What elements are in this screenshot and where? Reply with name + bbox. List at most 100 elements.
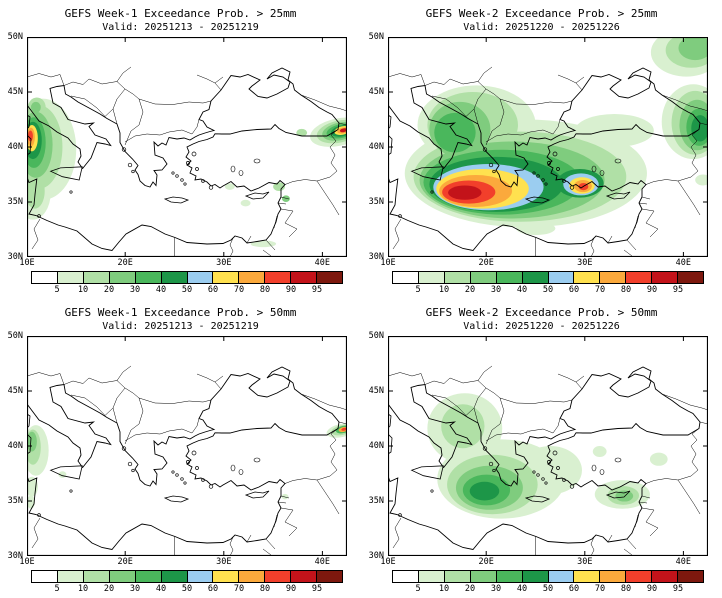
colorbar-tick-label: 60 xyxy=(568,584,580,594)
colorbar-tick-label: 20 xyxy=(464,584,476,594)
probability-blob xyxy=(27,173,45,209)
lat-axis: 50N 45N 40N 35N 30N xyxy=(361,332,386,561)
lon-axis: 10E 20E 30E 40E xyxy=(380,556,708,568)
lat-tick-label: 50N xyxy=(7,331,23,341)
colorbar-cell xyxy=(393,571,419,582)
lat-axis: 50N 45N 40N 35N 30N xyxy=(0,332,25,561)
lon-tick-label: 10E xyxy=(380,557,396,567)
colorbar-cells xyxy=(31,271,343,284)
probability-map xyxy=(388,336,708,556)
lon-tick-label: 10E xyxy=(19,557,35,567)
colorbar-cell xyxy=(32,571,58,582)
colorbar-cell xyxy=(291,571,318,582)
probability-blob xyxy=(282,195,290,202)
colorbar-tick-label: 50 xyxy=(542,285,554,295)
map-area: 50N 45N 40N 35N 30N 10E 20E 30E 40E xyxy=(369,33,708,268)
panel-title: GEFS Week-2 Exceedance Prob. > 25mm xyxy=(425,7,658,20)
probability-blob xyxy=(224,183,235,190)
lat-tick-label: 30N xyxy=(7,551,23,561)
lon-tick-label: 30E xyxy=(216,557,232,567)
map-area: 50N 45N 40N 35N 30N 10E 20E 30E 40E xyxy=(8,332,347,567)
colorbar-tick-label: 30 xyxy=(129,584,141,594)
probability-blob xyxy=(339,128,347,133)
colorbar-cell xyxy=(187,571,214,582)
colorbar-tick-label: 40 xyxy=(516,285,528,295)
colorbar-tick-label: 80 xyxy=(620,285,632,295)
probability-blob xyxy=(448,185,482,200)
colorbar-tick-label: 10 xyxy=(438,285,450,295)
lat-tick-label: 45N xyxy=(368,87,384,97)
colorbar-tick-label: 5 xyxy=(54,285,60,295)
panel-title: GEFS Week-2 Exceedance Prob. > 50mm xyxy=(425,306,658,319)
probability-map xyxy=(388,37,708,257)
lat-tick-label: 40N xyxy=(7,441,23,451)
colorbar-cell xyxy=(600,272,627,283)
colorbar-tick-label: 40 xyxy=(516,584,528,594)
colorbar-cell xyxy=(291,272,318,283)
colorbar-cell xyxy=(496,272,523,283)
colorbar-cell xyxy=(213,272,240,283)
panel-week2-50mm: GEFS Week-2 Exceedance Prob. > 50mm Vali… xyxy=(361,299,722,598)
colorbar-cell xyxy=(317,272,343,283)
colorbar-tick-label: 70 xyxy=(594,584,606,594)
colorbar-cell xyxy=(135,272,162,283)
panel-title: GEFS Week-1 Exceedance Prob. > 50mm xyxy=(64,306,297,319)
colorbar-cell xyxy=(393,272,419,283)
lon-tick-label: 40E xyxy=(675,557,692,567)
probability-blob xyxy=(695,174,708,186)
colorbar-cell xyxy=(317,571,343,582)
colorbar-cell xyxy=(574,571,601,582)
colorbar-tick-label: 30 xyxy=(490,285,502,295)
colorbar-tick-label: 40 xyxy=(155,285,167,295)
lat-tick-label: 50N xyxy=(368,331,384,341)
lat-axis: 50N 45N 40N 35N 30N xyxy=(361,33,386,262)
colorbar-tick-label: 90 xyxy=(646,584,658,594)
probability-blob xyxy=(341,427,347,431)
colorbar-cell xyxy=(522,571,549,582)
colorbar-tick-label: 70 xyxy=(233,285,245,295)
colorbar-cell xyxy=(265,272,292,283)
colorbar-tick-label: 20 xyxy=(103,285,115,295)
colorbar-cell xyxy=(548,272,575,283)
colorbar-tick-label: 90 xyxy=(646,285,658,295)
colorbar: 5 10 20 30 40 50 60 70 80 90 95 xyxy=(31,271,343,295)
colorbar-tick-label: 60 xyxy=(207,285,219,295)
probability-blob xyxy=(27,130,33,142)
lat-tick-label: 40N xyxy=(7,142,23,152)
colorbar-cell xyxy=(109,272,136,283)
lon-tick-label: 20E xyxy=(478,258,494,268)
colorbar-cell xyxy=(161,272,188,283)
probability-blob xyxy=(27,431,37,452)
colorbar-tick-label: 20 xyxy=(464,285,476,295)
colorbar-labels: 5 10 20 30 40 50 60 70 80 90 95 xyxy=(392,583,704,594)
colorbar-tick-label: 95 xyxy=(311,584,323,594)
colorbar-tick-label: 40 xyxy=(155,584,167,594)
colorbar: 5 10 20 30 40 50 60 70 80 90 95 xyxy=(31,570,343,594)
colorbar-cell xyxy=(444,571,471,582)
colorbar-cell xyxy=(600,571,627,582)
colorbar-tick-label: 10 xyxy=(77,584,89,594)
probability-map xyxy=(27,37,347,257)
colorbar-cell xyxy=(109,571,136,582)
lat-tick-label: 30N xyxy=(368,252,384,262)
probability-blob xyxy=(240,199,251,207)
colorbar-cell xyxy=(678,571,704,582)
colorbar-tick-label: 30 xyxy=(129,285,141,295)
colorbar-tick-label: 70 xyxy=(233,584,245,594)
colorbar-tick-label: 50 xyxy=(181,285,193,295)
colorbar-tick-label: 90 xyxy=(285,285,297,295)
lon-tick-label: 30E xyxy=(577,258,593,268)
lat-tick-label: 45N xyxy=(368,386,384,396)
lon-tick-label: 40E xyxy=(314,557,331,567)
colorbar-tick-label: 10 xyxy=(438,584,450,594)
colorbar-tick-label: 95 xyxy=(672,584,684,594)
lat-tick-label: 50N xyxy=(7,32,23,42)
lat-tick-label: 30N xyxy=(7,252,23,262)
colorbar-tick-label: 50 xyxy=(542,584,554,594)
lon-tick-label: 10E xyxy=(380,258,396,268)
lat-tick-label: 45N xyxy=(7,386,23,396)
lon-tick-label: 10E xyxy=(19,258,35,268)
lat-tick-label: 45N xyxy=(7,87,23,97)
colorbar-cell xyxy=(213,571,240,582)
